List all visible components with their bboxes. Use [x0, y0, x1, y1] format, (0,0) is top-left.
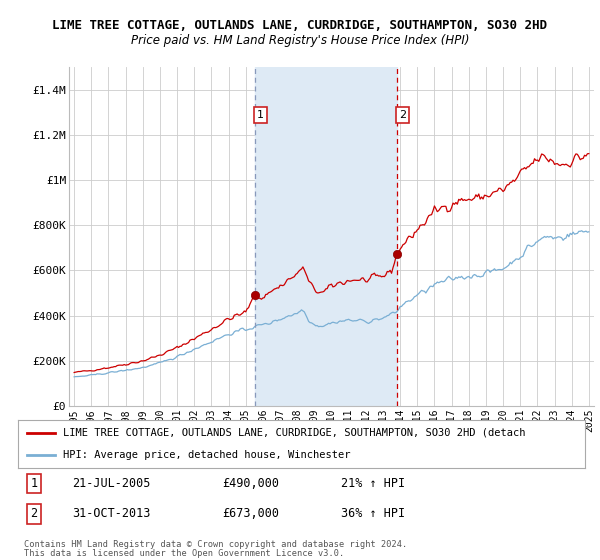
Text: £490,000: £490,000 — [222, 477, 279, 490]
Text: £673,000: £673,000 — [222, 507, 279, 520]
Text: 2: 2 — [31, 507, 37, 520]
Text: LIME TREE COTTAGE, OUTLANDS LANE, CURDRIDGE, SOUTHAMPTON, SO30 2HD: LIME TREE COTTAGE, OUTLANDS LANE, CURDRI… — [53, 18, 548, 32]
Text: This data is licensed under the Open Government Licence v3.0.: This data is licensed under the Open Gov… — [24, 549, 344, 558]
Text: 36% ↑ HPI: 36% ↑ HPI — [341, 507, 406, 520]
Text: Price paid vs. HM Land Registry's House Price Index (HPI): Price paid vs. HM Land Registry's House … — [131, 34, 469, 47]
Text: 1: 1 — [31, 477, 37, 490]
Text: 21% ↑ HPI: 21% ↑ HPI — [341, 477, 406, 490]
Text: 21-JUL-2005: 21-JUL-2005 — [72, 477, 150, 490]
Text: 1: 1 — [257, 110, 263, 120]
Text: Contains HM Land Registry data © Crown copyright and database right 2024.: Contains HM Land Registry data © Crown c… — [24, 540, 407, 549]
Text: 31-OCT-2013: 31-OCT-2013 — [72, 507, 150, 520]
Text: LIME TREE COTTAGE, OUTLANDS LANE, CURDRIDGE, SOUTHAMPTON, SO30 2HD (detach: LIME TREE COTTAGE, OUTLANDS LANE, CURDRI… — [64, 428, 526, 438]
Text: HPI: Average price, detached house, Winchester: HPI: Average price, detached house, Winc… — [64, 450, 351, 460]
Bar — [255, 67, 397, 406]
Text: 2: 2 — [399, 110, 406, 120]
